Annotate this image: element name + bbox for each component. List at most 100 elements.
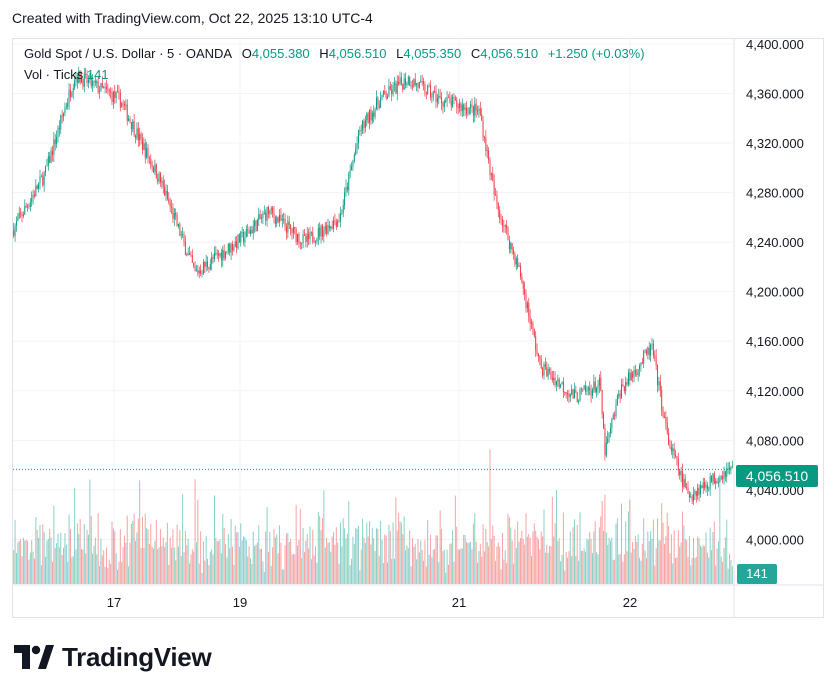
candle-body xyxy=(652,343,654,356)
candle-body xyxy=(308,233,310,240)
candle-body xyxy=(100,82,102,91)
volume-bar xyxy=(503,559,505,584)
volume-bar xyxy=(277,553,279,584)
volume-bar xyxy=(684,538,686,584)
volume-bar xyxy=(25,539,27,584)
candle-body xyxy=(464,107,466,110)
candle-body xyxy=(414,79,416,85)
candle-body xyxy=(716,481,718,483)
candle-body xyxy=(33,194,35,197)
volume-bar xyxy=(723,548,725,584)
candle-body xyxy=(25,205,27,207)
volume-bar xyxy=(504,550,506,584)
candle-body xyxy=(333,220,335,229)
volume-bar xyxy=(400,522,402,584)
volume-bar xyxy=(477,562,479,584)
volume-bar xyxy=(414,544,416,584)
volume-bar xyxy=(485,528,487,584)
candle-body xyxy=(537,354,539,357)
chart-frame[interactable] xyxy=(12,38,824,618)
volume-bar xyxy=(135,540,137,584)
volume-bar xyxy=(601,500,603,584)
candle-body xyxy=(139,133,141,141)
candle-body xyxy=(395,83,397,94)
candle-body xyxy=(576,392,578,402)
volume-bar xyxy=(238,546,240,584)
candle-body xyxy=(417,83,419,88)
candle-body xyxy=(140,133,142,140)
candle-body xyxy=(463,104,465,110)
candle-body xyxy=(243,231,245,243)
candle-body xyxy=(324,225,326,231)
x-tick-label: 22 xyxy=(623,595,637,610)
candle-body xyxy=(297,233,299,242)
candle-body xyxy=(501,219,503,226)
volume-bar xyxy=(522,538,524,584)
candle-body xyxy=(231,243,233,251)
candle-body xyxy=(135,135,137,138)
volume-label[interactable]: Vol · Ticks xyxy=(24,67,84,82)
candle-body xyxy=(121,103,123,108)
candle-body xyxy=(526,302,528,309)
volume-bar xyxy=(261,548,263,584)
volume-bar xyxy=(661,503,663,584)
symbol-label[interactable]: Gold Spot / U.S. Dollar · 5 · OANDA xyxy=(24,46,233,61)
volume-bar xyxy=(107,567,109,584)
candle-body xyxy=(81,78,83,83)
volume-bar xyxy=(211,549,213,584)
volume-bar xyxy=(248,546,250,584)
volume-bar xyxy=(384,534,386,584)
candle-body xyxy=(633,370,635,378)
candle-body xyxy=(207,261,209,268)
volume-bar xyxy=(89,479,91,584)
candle-body xyxy=(389,86,391,90)
candle-body xyxy=(684,479,686,488)
candle-body xyxy=(194,265,196,271)
candle-body xyxy=(61,115,63,117)
volume-bar xyxy=(702,545,704,584)
volume-bar xyxy=(391,558,393,584)
close-label: C xyxy=(470,46,481,61)
volume-bar xyxy=(74,488,76,584)
candle-body xyxy=(51,150,53,155)
volume-bar xyxy=(151,546,153,584)
candle-body xyxy=(57,127,59,138)
y-tick-label: 4,000.000 xyxy=(746,532,804,547)
candle-body xyxy=(49,156,51,163)
candle-body xyxy=(382,91,384,95)
candle-body xyxy=(439,95,441,97)
volume-bar xyxy=(14,519,16,584)
volume-bar xyxy=(616,518,618,584)
volume-bar xyxy=(168,564,170,584)
candle-body xyxy=(560,384,562,388)
candle-body xyxy=(248,230,250,234)
candle-body xyxy=(285,226,287,233)
candle-body xyxy=(94,80,96,83)
volume-bar xyxy=(119,529,121,584)
volume-bar xyxy=(153,548,155,584)
candle-body xyxy=(86,73,88,83)
volume-bar xyxy=(374,551,376,584)
candle-body xyxy=(589,387,591,391)
volume-bar xyxy=(413,546,415,584)
y-tick-label: 4,280.000 xyxy=(746,186,804,201)
candle-body xyxy=(29,202,31,207)
volume-bar xyxy=(315,546,317,584)
volume-bar xyxy=(663,543,665,584)
volume-bar xyxy=(542,536,544,584)
candle-body xyxy=(524,288,526,294)
candle-body xyxy=(675,454,677,456)
volume-bar xyxy=(333,532,335,584)
volume-bar xyxy=(690,565,692,584)
volume-bar xyxy=(13,549,15,584)
candle-body xyxy=(387,96,389,99)
candle-body xyxy=(97,81,99,93)
candle-body xyxy=(310,232,312,233)
candle-body xyxy=(371,112,373,121)
volume-bar xyxy=(557,540,559,584)
low-label: L xyxy=(396,46,404,61)
volume-bar xyxy=(75,549,77,584)
candle-body xyxy=(65,106,67,109)
volume-bar xyxy=(432,549,434,584)
